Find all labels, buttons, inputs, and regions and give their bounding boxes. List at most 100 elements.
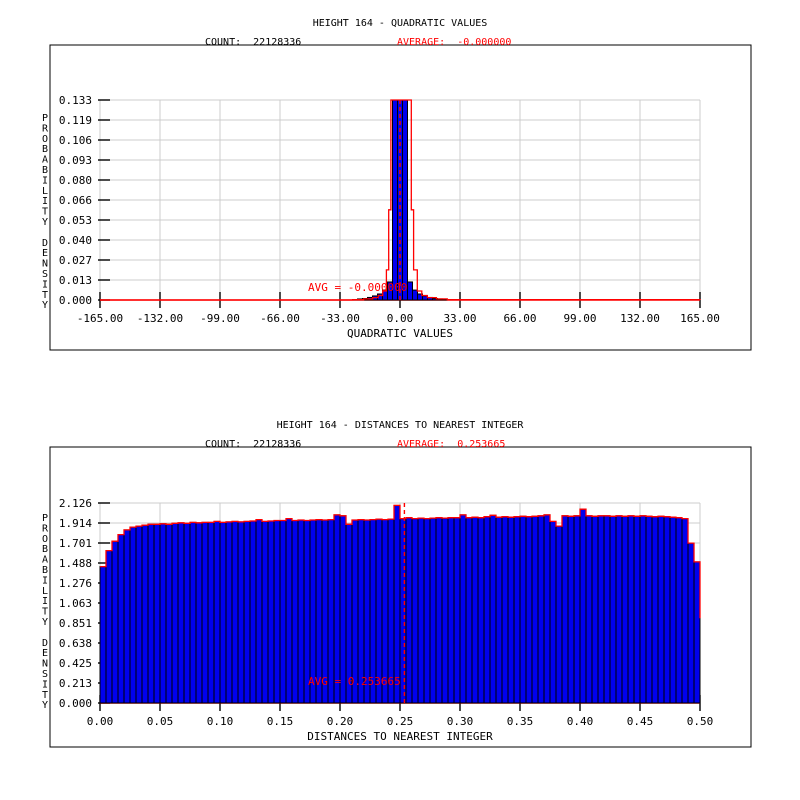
x-tick-label: 132.00	[620, 312, 660, 325]
y-tick-label: 0.066	[59, 194, 92, 207]
histogram-bar	[183, 522, 191, 704]
y-tick-label: 1.701	[59, 537, 92, 550]
x-tick-label: 165.00	[680, 312, 720, 325]
histogram-bar	[273, 519, 281, 704]
y-tick-label: 0.093	[59, 154, 92, 167]
x-tick-label: 0.20	[327, 715, 354, 728]
y-tick-label: 0.000	[59, 294, 92, 307]
histogram-bar	[693, 561, 701, 704]
histogram-bar	[417, 517, 425, 704]
x-tick-label: 0.30	[447, 715, 474, 728]
histogram-bar	[639, 515, 647, 704]
histogram-bar	[225, 521, 233, 704]
histogram-bar	[447, 517, 455, 704]
histogram-bar	[489, 514, 497, 704]
y-axis-title-letter: S	[42, 669, 48, 680]
x-tick-label: -165.00	[77, 312, 123, 325]
y-axis-title-letter: T	[42, 207, 48, 218]
y-tick-label: 0.080	[59, 174, 92, 187]
histogram-bar	[585, 515, 593, 704]
y-axis-title-letter: R	[42, 123, 49, 134]
y-tick-label: 0.027	[59, 254, 92, 267]
histogram-bar	[249, 520, 257, 704]
histogram-bar	[675, 517, 683, 704]
histogram-bar	[147, 523, 155, 704]
y-axis-title-letter: B	[42, 144, 48, 155]
histogram-bar	[243, 520, 251, 704]
x-tick-label: -33.00	[320, 312, 360, 325]
chart-title-quadratic: HEIGHT 164 - QUADRATIC VALUES	[312, 18, 488, 29]
x-tick-label: 0.40	[567, 715, 594, 728]
histogram-bar	[687, 542, 695, 704]
x-tick-label: -99.00	[200, 312, 240, 325]
histogram-bar	[231, 520, 239, 704]
histogram-bar	[507, 516, 515, 704]
y-tick-label: 0.000	[59, 697, 92, 710]
x-tick-label: 0.00	[87, 715, 114, 728]
y-axis-title-letter: P	[42, 513, 48, 524]
y-tick-label: 0.040	[59, 234, 92, 247]
histogram-bar	[531, 515, 539, 704]
histogram-bar	[681, 518, 689, 704]
y-tick-label: 0.425	[59, 657, 92, 670]
histogram-bar	[123, 529, 131, 704]
y-axis-title-letter: I	[42, 575, 48, 586]
histogram-bar	[411, 518, 419, 704]
histogram-bar	[171, 522, 179, 704]
histogram-bar	[543, 514, 551, 704]
y-axis-title-letter: I	[42, 175, 48, 186]
y-axis-title-letter: Y	[42, 617, 48, 628]
x-axis-title: DISTANCES TO NEAREST INTEGER	[307, 730, 493, 743]
y-tick-label: 1.276	[59, 577, 92, 590]
histogram-bar	[441, 517, 449, 704]
histogram-bar	[407, 281, 413, 301]
y-axis-title-letter: Y	[42, 217, 48, 228]
y-axis-title-letter: D	[42, 238, 48, 249]
y-tick-label: 1.914	[59, 517, 92, 530]
y-axis-title-letter: L	[42, 586, 48, 597]
x-tick-label: 66.00	[503, 312, 536, 325]
y-axis-title-letter: I	[42, 679, 48, 690]
y-tick-label: 2.126	[59, 497, 92, 510]
y-axis-title-letter: T	[42, 290, 48, 301]
histogram-bar	[477, 517, 485, 704]
histogram-bar	[165, 523, 173, 704]
histogram-bar	[669, 516, 677, 704]
histogram-bar	[207, 521, 215, 704]
count-label-distances: COUNT: 22128336	[205, 439, 302, 450]
histogram-bar	[135, 525, 143, 704]
avg-annotation-quadratic: AVG = -0.000000	[308, 281, 408, 294]
y-axis-title-letter: I	[42, 596, 48, 607]
histogram-bar	[291, 519, 299, 704]
y-axis-title-letter: N	[42, 659, 48, 670]
y-axis-title-letter: N	[42, 259, 48, 270]
histogram-bar	[459, 514, 467, 704]
histogram-bar	[405, 517, 413, 704]
x-axis-title: QUADRATIC VALUES	[347, 327, 453, 340]
histogram-bar	[591, 515, 599, 704]
histogram-bar	[267, 520, 275, 704]
histogram-bar	[141, 524, 149, 704]
y-axis-title-letter: A	[42, 155, 48, 166]
histogram-bar	[153, 523, 161, 704]
nearest-integer-distance-histogram: 2.126 1.914 1.701 1.488 1.276 1.063 0.851 0.638…	[42, 446, 752, 748]
histogram-bar	[513, 516, 521, 704]
y-tick-label: 0.213	[59, 677, 92, 690]
histogram-bar	[392, 99, 398, 301]
histogram-bar	[573, 515, 581, 704]
y-axis-title-letter: T	[42, 607, 48, 618]
histogram-bar	[219, 521, 227, 704]
y-tick-label: 0.851	[59, 617, 92, 630]
histogram-bar	[99, 566, 107, 704]
avg-annotation-distances: AVG = 0.253665	[308, 675, 401, 688]
y-tick-label: 1.063	[59, 597, 92, 610]
density-curve	[100, 504, 701, 619]
y-axis-title-letter: T	[42, 690, 48, 701]
histogram-bar	[657, 515, 665, 704]
quadratic-values-histogram: 0.133 0.119 0.106 0.093 0.080 0.066 0.053 0.040…	[42, 44, 752, 351]
histogram-bar	[519, 515, 527, 704]
histogram-bar	[615, 515, 623, 704]
histogram-bar	[285, 518, 293, 704]
y-axis-title-letter: B	[42, 565, 48, 576]
x-tick-label: 0.35	[507, 715, 534, 728]
